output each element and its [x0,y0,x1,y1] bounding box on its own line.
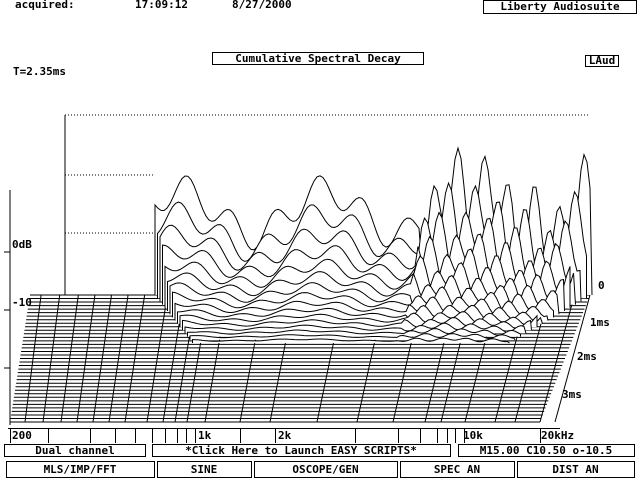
window-label: T=2.35ms [13,65,66,78]
title-box [212,52,424,65]
floor-grid [60,294,79,423]
menu-button-label[interactable]: DIST AN [552,463,598,476]
menu-button[interactable] [6,461,155,478]
x-label: 20kHz [541,429,574,442]
status-box [458,444,635,457]
acquired-label: acquired: [15,0,75,11]
date: 8/27/2000 [232,0,292,11]
badge-box [585,55,619,67]
floor-grid [24,294,42,423]
x-label: 2k [278,429,292,442]
status-channel: Dual channel [35,444,114,457]
menu-button[interactable] [157,461,252,478]
time-label: 0 [598,279,605,292]
time-label: 3ms [562,388,582,401]
time-label: 1ms [590,316,610,329]
scripts-link-text[interactable]: *Click Here to Launch EASY SCRIPTS* [185,444,417,457]
x-label: 10k [463,429,483,442]
menu-button[interactable] [517,461,635,478]
floor-grid [554,294,591,423]
menu-button[interactable] [400,461,515,478]
menu-button-label[interactable]: SINE [191,463,218,476]
button-bar: MLS/IMP/FFT SINE OSCOPE/GEN SPEC AN DIST AN [6,461,635,478]
scripts-link[interactable] [152,444,451,457]
menu-button-label[interactable]: MLS/IMP/FFT [44,463,117,476]
floor-grid [108,294,129,423]
y-label: -10 [12,296,32,309]
badge: LAud [589,54,616,67]
menu-button-label[interactable]: SPEC AN [434,463,480,476]
floor-grid [92,294,112,423]
menu-button[interactable] [254,461,398,478]
decay-curve [189,333,516,341]
floor-grid [76,294,96,423]
app-box [483,0,637,14]
floor-grid [42,294,61,423]
time-label: 2ms [577,350,597,363]
decay-curve [192,337,510,344]
app-name: Liberty Audiosuite [500,0,620,13]
status-settings: M15.00 C10.50 o-10.5 [480,444,612,457]
floor-grid [124,294,146,423]
time: 17:09:12 [135,0,188,11]
decay-curve [187,328,521,337]
x-label: 200 [12,429,32,442]
waterfall [4,114,593,425]
x-ticks [10,428,541,443]
floor-grid [539,294,575,423]
y-label: 0dB [12,238,32,251]
plot-title: Cumulative Spectral Decay [235,52,401,65]
menu-button-label[interactable]: OSCOPE/GEN [292,463,358,476]
x-label: 1k [198,429,212,442]
status-box [4,444,146,457]
floor-grid [146,294,168,423]
